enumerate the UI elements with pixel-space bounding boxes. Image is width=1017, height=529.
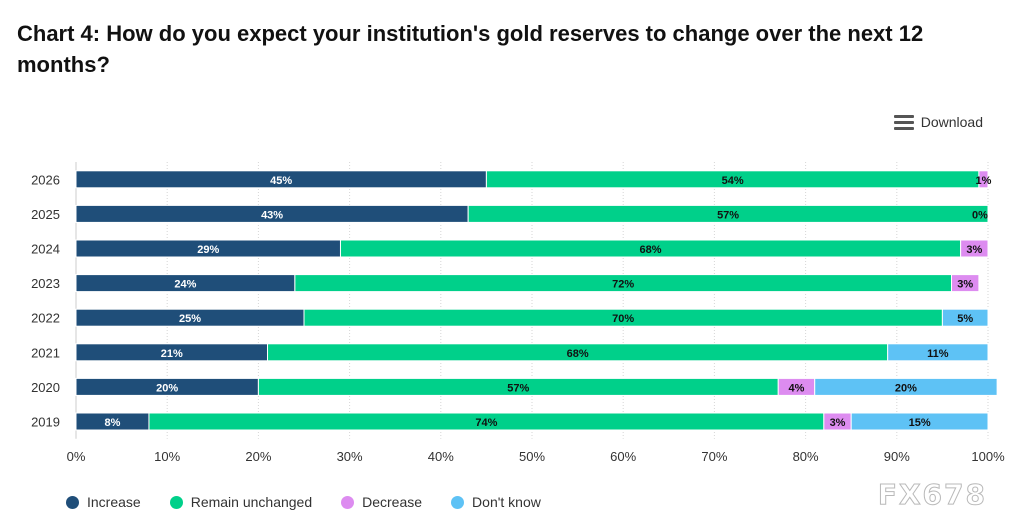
data-label: 45%: [270, 175, 292, 187]
y-category-label: 2023: [31, 276, 60, 291]
download-button[interactable]: Download: [893, 114, 983, 130]
x-tick-label: 40%: [428, 449, 454, 464]
data-label: 0%: [972, 209, 988, 221]
legend-marker: [341, 495, 355, 509]
legend-item[interactable]: Increase: [66, 494, 141, 510]
data-label: 20%: [895, 382, 917, 394]
data-label: 43%: [261, 209, 283, 221]
bar-decrease: [960, 239, 989, 258]
data-label: 5%: [957, 313, 973, 325]
y-category-label: 2019: [31, 415, 60, 430]
x-tick-label: 30%: [337, 449, 363, 464]
x-tick-label: 100%: [971, 449, 1005, 464]
legend-marker: [451, 495, 465, 509]
legend-item[interactable]: Don't know: [451, 494, 541, 510]
data-label: 4%: [789, 382, 805, 394]
x-tick-label: 50%: [519, 449, 545, 464]
data-label: 3%: [830, 417, 846, 429]
x-tick-label: 10%: [154, 449, 180, 464]
data-label: 70%: [612, 313, 634, 325]
bar-decrease: [978, 170, 989, 189]
y-category-label: 2020: [31, 380, 60, 395]
legend: Increase Remain unchanged Decrease Don't kn…: [66, 494, 570, 510]
download-label: Download: [920, 114, 983, 130]
data-label: 54%: [722, 175, 744, 187]
data-label: 57%: [507, 382, 529, 394]
y-category-label: 2026: [31, 172, 60, 187]
data-label: 25%: [179, 313, 201, 325]
x-tick-label: 60%: [610, 449, 636, 464]
data-label: 57%: [717, 209, 739, 221]
data-label: 8%: [105, 417, 121, 429]
bar-don-t-know: [941, 308, 989, 327]
bar-don-t-know: [814, 377, 998, 396]
data-label: 15%: [909, 417, 931, 429]
x-tick-label: 0%: [67, 449, 86, 464]
x-tick-label: 20%: [245, 449, 271, 464]
data-label: 20%: [156, 382, 178, 394]
legend-marker: [169, 495, 183, 509]
bar-remain-unchanged: [467, 204, 989, 223]
legend-item[interactable]: Remain unchanged: [169, 494, 313, 510]
data-label: 74%: [475, 417, 497, 429]
legend-item[interactable]: Decrease: [341, 494, 422, 510]
y-category-label: 2022: [31, 311, 60, 326]
legend-marker: [66, 495, 79, 509]
legend-label: Decrease: [362, 494, 423, 510]
bar-don-t-know: [887, 343, 989, 362]
data-label: 3%: [957, 279, 973, 291]
data-label: 68%: [640, 244, 662, 256]
x-tick-label: 80%: [793, 449, 819, 464]
data-label: 68%: [567, 348, 589, 360]
x-tick-label: 70%: [701, 449, 727, 464]
data-label: 21%: [161, 348, 183, 360]
data-label: 29%: [197, 244, 219, 256]
watermark: FX678: [877, 478, 987, 512]
data-label: 24%: [174, 279, 196, 291]
legend-label: Increase: [87, 494, 141, 510]
legend-label: Don't know: [472, 494, 541, 510]
data-label: 72%: [612, 279, 634, 291]
y-category-label: 2021: [31, 345, 60, 360]
bar-don-t-know: [850, 412, 989, 431]
data-label: 1%: [975, 175, 991, 187]
menu-icon: [893, 114, 914, 130]
data-label: 3%: [966, 244, 982, 256]
data-label: 11%: [927, 348, 949, 360]
chart-title: Chart 4: How do you expect your institut…: [17, 21, 924, 77]
y-category-label: 2024: [31, 242, 60, 257]
y-category-label: 2025: [31, 207, 60, 222]
x-tick-label: 90%: [884, 449, 910, 464]
bar-decrease: [951, 274, 980, 293]
legend-label: Remain unchanged: [190, 494, 313, 510]
